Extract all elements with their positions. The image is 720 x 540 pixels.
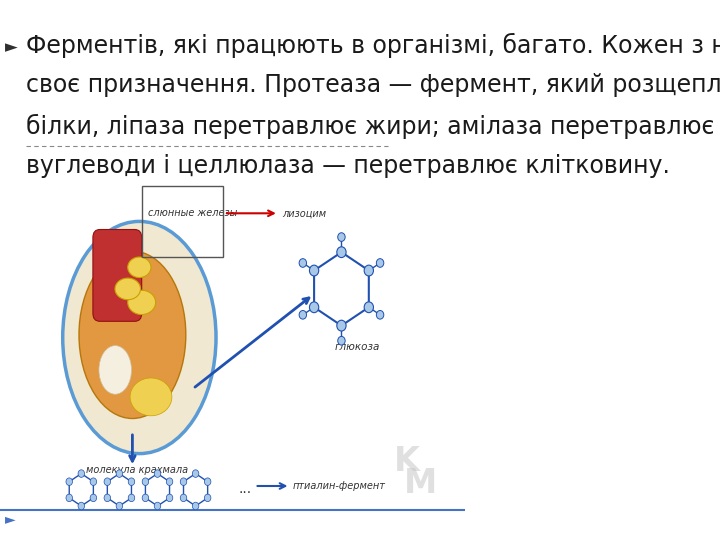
Ellipse shape <box>115 278 140 300</box>
Text: вуглеводи і целлюлаза — перетравлює клітковину.: вуглеводи і целлюлаза — перетравлює кліт… <box>25 154 670 178</box>
Circle shape <box>154 470 161 477</box>
Text: глюкоза: глюкоза <box>335 342 380 352</box>
Ellipse shape <box>127 257 151 278</box>
Circle shape <box>116 470 122 477</box>
Circle shape <box>128 494 135 502</box>
Circle shape <box>377 259 384 267</box>
Circle shape <box>192 502 199 510</box>
Circle shape <box>310 302 319 313</box>
Circle shape <box>90 494 96 502</box>
Text: Ферментів, які працюють в організмі, багато. Кожен з них має: Ферментів, які працюють в організмі, баг… <box>25 32 720 58</box>
Circle shape <box>66 494 73 502</box>
Ellipse shape <box>63 221 216 454</box>
Circle shape <box>299 310 307 319</box>
Circle shape <box>310 265 319 276</box>
Circle shape <box>338 233 345 241</box>
Text: M: M <box>404 467 437 500</box>
Circle shape <box>299 259 307 267</box>
Circle shape <box>166 478 173 485</box>
Circle shape <box>78 502 84 510</box>
Text: ►: ► <box>4 512 15 526</box>
Text: слюнные железы: слюнные железы <box>148 208 237 218</box>
Circle shape <box>364 302 374 313</box>
Circle shape <box>337 320 346 331</box>
Text: птиалин-фермент: птиалин-фермент <box>292 481 385 491</box>
FancyBboxPatch shape <box>93 230 142 321</box>
Circle shape <box>90 478 96 485</box>
Ellipse shape <box>79 251 186 418</box>
Text: лизоцим: лизоцим <box>282 208 327 218</box>
Circle shape <box>104 478 111 485</box>
Text: ...: ... <box>238 482 251 496</box>
Circle shape <box>364 265 374 276</box>
Circle shape <box>66 478 73 485</box>
Circle shape <box>204 494 211 502</box>
Ellipse shape <box>130 378 172 416</box>
Circle shape <box>128 478 135 485</box>
Circle shape <box>142 478 148 485</box>
Circle shape <box>180 478 186 485</box>
Circle shape <box>180 494 186 502</box>
Circle shape <box>154 502 161 510</box>
Circle shape <box>116 502 122 510</box>
Circle shape <box>192 470 199 477</box>
Circle shape <box>204 478 211 485</box>
Text: K: K <box>394 445 420 478</box>
Ellipse shape <box>127 291 156 314</box>
Text: ►: ► <box>4 38 17 56</box>
Circle shape <box>166 494 173 502</box>
Ellipse shape <box>99 346 132 394</box>
Circle shape <box>142 494 148 502</box>
Circle shape <box>377 310 384 319</box>
Text: молекула крахмала: молекула крахмала <box>86 465 188 476</box>
Circle shape <box>337 247 346 258</box>
Circle shape <box>78 470 84 477</box>
Circle shape <box>104 494 111 502</box>
Circle shape <box>338 336 345 345</box>
Text: своє призначення. Протеаза — фермент, який розщеплює: своє призначення. Протеаза — фермент, як… <box>25 73 720 97</box>
Text: білки, ліпаза перетравлює жири; амілаза перетравлює: білки, ліпаза перетравлює жири; амілаза … <box>25 113 714 139</box>
